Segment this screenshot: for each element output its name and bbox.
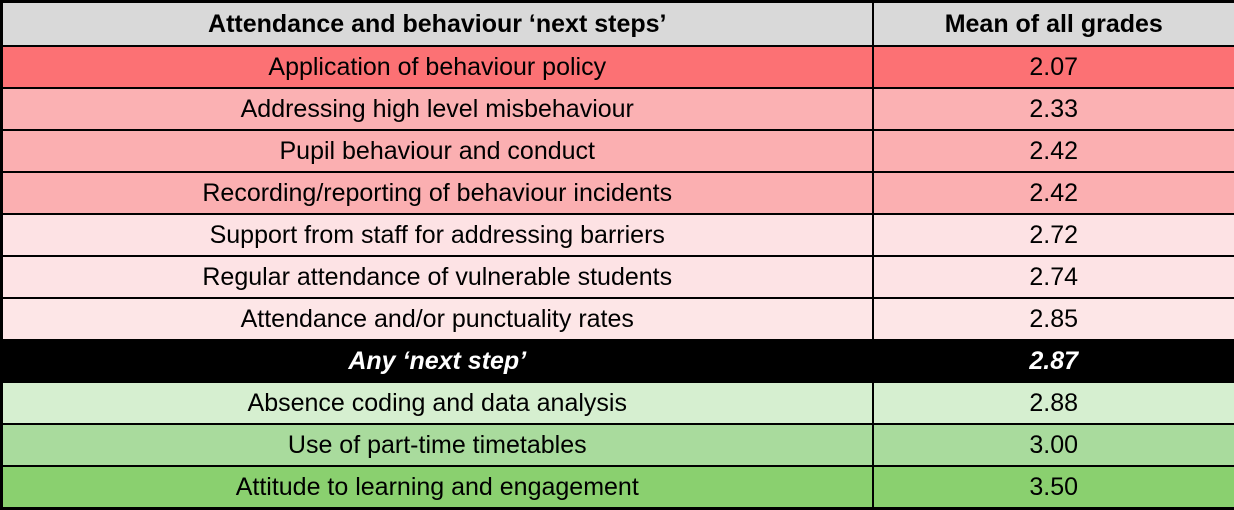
table-row: Pupil behaviour and conduct 2.42: [0, 129, 1234, 174]
table-row: Attitude to learning and engagement 3.50: [0, 465, 1234, 510]
next-step-label-cell: Attitude to learning and engagement: [0, 465, 874, 510]
table-row: Recording/reporting of behaviour inciden…: [0, 171, 1234, 216]
table-row: Use of part-time timetables 3.00: [0, 423, 1234, 468]
table-header: Attendance and behaviour ‘next steps’ Me…: [0, 0, 1234, 47]
table-row: Attendance and/or punctuality rates 2.85: [0, 297, 1234, 342]
table-row: Application of behaviour policy 2.07: [0, 44, 1234, 90]
mean-grade-value-cell: 3.50: [871, 465, 1234, 510]
next-step-label-cell: Use of part-time timetables: [0, 423, 874, 468]
next-step-label-cell: Regular attendance of vulnerable student…: [0, 255, 874, 300]
mean-grade-value-cell: 2.74: [871, 255, 1234, 300]
next-step-label-cell: Addressing high level misbehaviour: [0, 87, 874, 132]
table-row: Support from staff for addressing barrie…: [0, 213, 1234, 258]
table-row: Absence coding and data analysis 2.88: [0, 381, 1234, 426]
next-step-label-cell: Support from staff for addressing barrie…: [0, 213, 874, 258]
table-row: Addressing high level misbehaviour 2.33: [0, 87, 1234, 132]
next-step-label-cell: Absence coding and data analysis: [0, 381, 874, 426]
mean-grade-value-cell: 2.33: [871, 87, 1234, 132]
next-step-label-cell: Any ‘next step’: [0, 339, 874, 384]
next-step-label-cell: Application of behaviour policy: [0, 44, 874, 90]
mean-grade-value-cell: 2.42: [871, 129, 1234, 174]
mean-grade-value-cell: 2.88: [871, 381, 1234, 426]
header-next-steps: Attendance and behaviour ‘next steps’: [0, 0, 874, 47]
mean-grade-value-cell: 3.00: [871, 423, 1234, 468]
table-row: Any ‘next step’ 2.87: [0, 339, 1234, 384]
table-row: Regular attendance of vulnerable student…: [0, 255, 1234, 300]
mean-grade-value-cell: 2.42: [871, 171, 1234, 216]
table-body: Application of behaviour policy 2.07 Add…: [0, 44, 1234, 510]
mean-grade-value-cell: 2.07: [871, 44, 1234, 90]
next-step-label-cell: Recording/reporting of behaviour inciden…: [0, 171, 874, 216]
next-step-label-cell: Pupil behaviour and conduct: [0, 129, 874, 174]
next-step-label-cell: Attendance and/or punctuality rates: [0, 297, 874, 342]
mean-grade-value-cell: 2.72: [871, 213, 1234, 258]
header-mean-grades: Mean of all grades: [871, 0, 1234, 47]
mean-grade-value-cell: 2.87: [871, 339, 1234, 384]
header-row: Attendance and behaviour ‘next steps’ Me…: [0, 0, 1234, 47]
mean-grade-value-cell: 2.85: [871, 297, 1234, 342]
